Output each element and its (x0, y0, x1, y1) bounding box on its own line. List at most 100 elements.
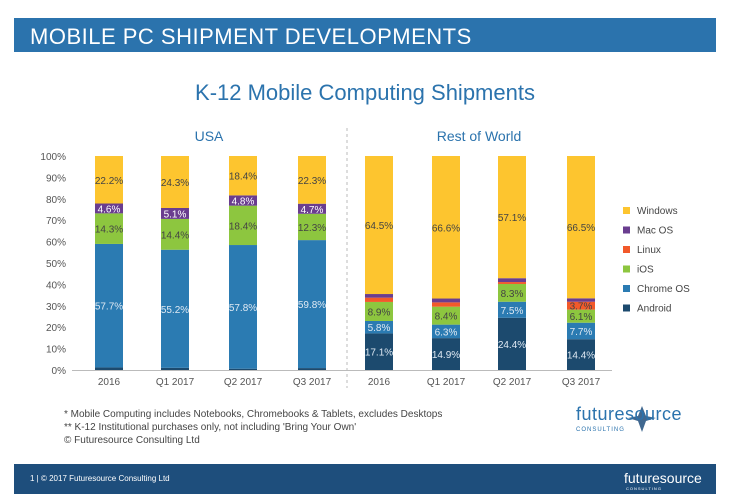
data-label: 5.8% (368, 323, 391, 334)
data-label: 6.3% (435, 327, 458, 338)
data-label: 14.4% (161, 230, 189, 241)
bar-segment-android (161, 367, 189, 370)
y-tick-label: 20% (46, 323, 66, 334)
y-tick-label: 50% (46, 259, 66, 270)
bar-segment-android (95, 367, 123, 370)
y-tick-label: 0% (52, 366, 67, 377)
data-label: 14.4% (567, 351, 595, 362)
y-tick-label: 60% (46, 238, 66, 249)
data-label: 5.1% (164, 209, 187, 220)
legend-label: Mac OS (637, 226, 673, 237)
bar-segment-chrome-os (567, 322, 595, 340)
bar-segment-chrome-os (161, 249, 189, 368)
legend-label: Android (637, 304, 671, 315)
data-label: 22.2% (95, 176, 123, 187)
bar-segment-mac-os (365, 294, 393, 298)
x-tick-label: Q1 2017 (427, 377, 466, 388)
brand-name: futuresource (576, 404, 683, 424)
bar-segment-windows (432, 156, 460, 299)
y-tick-label: 70% (46, 216, 66, 227)
footer-banner (14, 464, 716, 494)
bar-segment-android (365, 333, 393, 370)
y-tick-label: 40% (46, 280, 66, 291)
x-tick-label: 2016 (98, 377, 121, 388)
footnote-1: * Mobile Computing includes Notebooks, C… (64, 409, 443, 420)
bar-segment-mac-os (498, 278, 526, 283)
bar-segment-mac-os (298, 203, 326, 214)
bar-segment-chrome-os (229, 245, 257, 369)
bar-segment-android (229, 368, 257, 370)
bar-segment-ios (498, 283, 526, 302)
bar-segment-android (567, 339, 595, 370)
bar-segment-android (298, 368, 326, 370)
data-label: 4.7% (301, 205, 324, 216)
header-banner (14, 18, 716, 52)
bar-segment-android (498, 317, 526, 370)
bar-segment-mac-os (567, 298, 595, 302)
data-label: 24.3% (161, 178, 189, 189)
bar-segment-chrome-os (498, 301, 526, 318)
bar-segment-ios (298, 213, 326, 241)
y-tick-label: 90% (46, 173, 66, 184)
bar-segment-windows (498, 156, 526, 279)
x-tick-label: 2016 (368, 377, 391, 388)
x-tick-label: Q3 2017 (562, 377, 601, 388)
data-label: 66.6% (432, 223, 460, 234)
legend-label: Windows (637, 206, 678, 217)
bar-segment-ios (161, 218, 189, 250)
data-label: 8.4% (435, 312, 458, 323)
footnote-3: © Futuresource Consulting Ltd (64, 435, 200, 446)
bar-segment-linux (432, 302, 460, 307)
data-label: 55.2% (161, 305, 189, 316)
data-label: 4.8% (232, 197, 255, 208)
bar-segment-chrome-os (432, 324, 460, 339)
footer-brand-sub: CONSULTING (626, 486, 662, 491)
bar-segment-mac-os (95, 203, 123, 214)
bar-segment-linux (365, 297, 393, 302)
bar-segment-android (432, 338, 460, 370)
bar-segment-ios (229, 205, 257, 246)
data-label: 57.7% (95, 302, 123, 313)
footer-brand: futuresource (624, 470, 702, 486)
chart-title: K-12 Mobile Computing Shipments (195, 80, 535, 105)
data-label: 7.7% (570, 327, 593, 338)
bar-segment-ios (365, 301, 393, 321)
bar-segment-ios (567, 309, 595, 323)
data-label: 24.4% (498, 340, 526, 351)
bar-segment-windows (229, 156, 257, 196)
bar-segment-linux (567, 301, 595, 310)
y-tick-label: 80% (46, 195, 66, 206)
bar-segment-windows (365, 156, 393, 295)
brand-logo: futuresource CONSULTING (560, 400, 690, 440)
data-label: 57.8% (229, 303, 257, 314)
data-label: 22.3% (298, 176, 326, 187)
legend-swatch (623, 304, 630, 312)
bar-segment-windows (161, 156, 189, 209)
data-label: 17.1% (365, 348, 393, 359)
data-label: 59.8% (298, 300, 326, 311)
data-label: 14.9% (432, 350, 460, 361)
footer: 1 | © 2017 Futuresource Consulting Ltd f… (0, 464, 730, 503)
bar-segment-windows (298, 156, 326, 204)
bar-segment-ios (432, 306, 460, 325)
bar-segment-windows (95, 156, 123, 204)
legend-label: Chrome OS (637, 284, 690, 295)
data-label: 66.5% (567, 223, 595, 234)
data-label: 7.5% (501, 306, 524, 317)
bar-segment-windows (567, 156, 595, 299)
bar-segment-chrome-os (298, 240, 326, 369)
footnote-2: ** K-12 Institutional purchases only, no… (64, 422, 357, 433)
bar-segment-mac-os (161, 208, 189, 219)
x-tick-label: Q3 2017 (293, 377, 332, 388)
data-label: 12.3% (298, 223, 326, 234)
bar-segment-linux (498, 282, 526, 284)
data-label: 18.4% (229, 221, 257, 232)
data-label: 14.3% (95, 225, 123, 236)
brand-sub: CONSULTING (576, 427, 625, 433)
data-label: 57.1% (498, 213, 526, 224)
legend-swatch (623, 246, 630, 253)
legend-swatch (623, 265, 630, 273)
legend-label: iOS (637, 265, 654, 276)
footnotes: * Mobile Computing includes Notebooks, C… (64, 408, 442, 447)
legend-swatch (623, 226, 630, 234)
